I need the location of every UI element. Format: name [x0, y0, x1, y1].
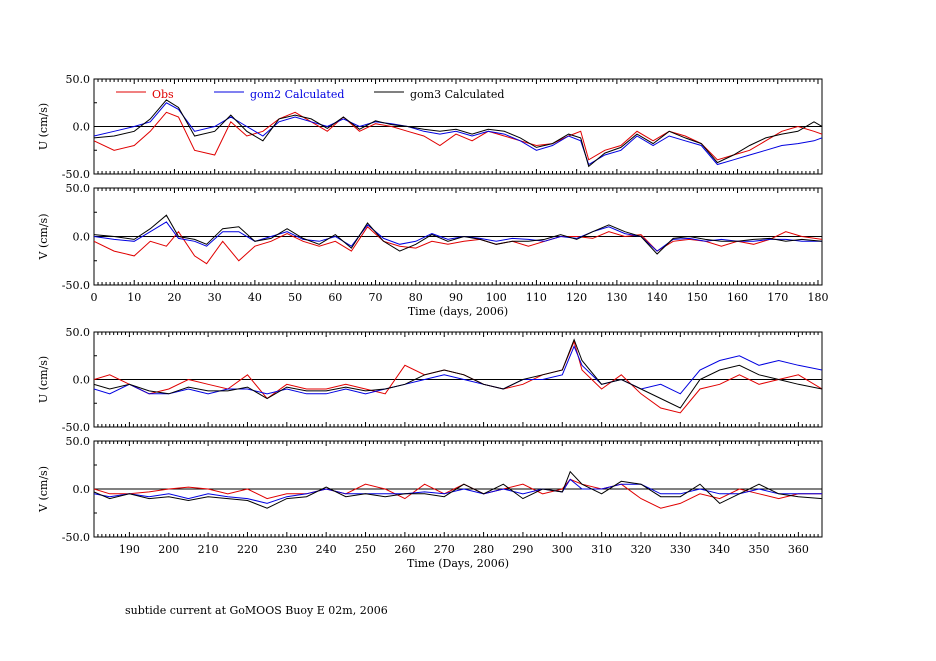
- x-tick-label: 50: [288, 291, 302, 304]
- x-tick-label: 170: [767, 291, 788, 304]
- series-line-gom3-calculated: [94, 99, 822, 168]
- x-tick-label: 130: [606, 291, 627, 304]
- x-tick-label: 120: [566, 291, 587, 304]
- x-tick-label: 240: [316, 543, 337, 556]
- x-axis-label: Time (days, 2006): [408, 305, 508, 318]
- y-tick-label: 50.0: [66, 73, 91, 86]
- y-tick-label: -50.0: [62, 279, 90, 292]
- x-axis-label: Time (Days, 2006): [407, 557, 509, 570]
- x-tick-label: 190: [119, 543, 140, 556]
- legend-label: Obs: [152, 88, 174, 101]
- x-tick-label: 280: [473, 543, 494, 556]
- x-tick-label: 10: [127, 291, 141, 304]
- y-tick-label: -50.0: [62, 531, 90, 544]
- x-tick-label: 360: [788, 543, 809, 556]
- x-tick-label: 230: [276, 543, 297, 556]
- legend-label: gom3 Calculated: [410, 88, 504, 101]
- x-tick-label: 160: [727, 291, 748, 304]
- x-tick-label: 210: [198, 543, 219, 556]
- y-tick-label: 0.0: [73, 121, 91, 134]
- legend-label: gom2 Calculated: [250, 88, 344, 101]
- x-tick-label: 150: [687, 291, 708, 304]
- x-tick-label: 0: [91, 291, 98, 304]
- x-tick-label: 30: [208, 291, 222, 304]
- x-tick-label: 270: [434, 543, 455, 556]
- figure-caption: subtide current at GoMOOS Buoy E 02m, 20…: [125, 604, 388, 617]
- series-line-obs: [94, 478, 822, 509]
- x-tick-label: 140: [647, 291, 668, 304]
- y-tick-label: 0.0: [73, 231, 91, 244]
- legend: Obs gom2 Calculated gom3 Calculated: [116, 88, 504, 101]
- series-line-gom2-calculated: [94, 221, 822, 252]
- x-tick-label: 250: [355, 543, 376, 556]
- chart-panel-1: 50.0 0.0 -50.0 U (cm/s): [37, 73, 823, 181]
- x-tick-label: 290: [512, 543, 533, 556]
- x-tick-label: 90: [449, 291, 463, 304]
- x-tick-label: 100: [486, 291, 507, 304]
- x-tick-label: 80: [409, 291, 423, 304]
- y-tick-label: 0.0: [73, 374, 91, 387]
- y-tick-label: 50.0: [66, 435, 91, 448]
- x-tick-label: 200: [158, 543, 179, 556]
- x-tick-label: 320: [630, 543, 651, 556]
- x-tick-label: 20: [167, 291, 181, 304]
- x-tick-label: 330: [670, 543, 691, 556]
- x-tick-label: 180: [807, 291, 828, 304]
- y-tick-label: 0.0: [73, 483, 91, 496]
- y-tick-label: 50.0: [66, 326, 91, 339]
- series-line-gom2-calculated: [94, 344, 822, 395]
- series-line-obs: [94, 339, 822, 414]
- y-axis-label: U (cm/s): [37, 103, 50, 150]
- y-axis-label: V (cm/s): [37, 214, 50, 261]
- chart-panel-3: 50.0 0.0 -50.0 U (cm/s): [37, 326, 823, 434]
- series-line-gom2-calculated: [94, 478, 822, 504]
- x-tick-label: 260: [394, 543, 415, 556]
- x-tick-label: 350: [749, 543, 770, 556]
- y-tick-label: -50.0: [62, 421, 90, 434]
- chart-panel-4: 50.0 0.0 -50.0 V (cm/s) 190 200 210 220 230 240 25…: [37, 435, 823, 570]
- x-tick-label: 220: [237, 543, 258, 556]
- x-tick-label: 310: [591, 543, 612, 556]
- x-tick-label: 70: [369, 291, 383, 304]
- x-tick-label: 60: [328, 291, 342, 304]
- chart-panel-2: 50.0 0.0 -50.0 V (cm/s) 0 10 20 30 40 50 60 70 80 90 1…: [37, 182, 828, 318]
- series-line-gom3-calculated: [94, 214, 822, 255]
- x-tick-label: 110: [526, 291, 547, 304]
- y-tick-label: -50.0: [62, 168, 90, 181]
- x-tick-label: 340: [709, 543, 730, 556]
- y-axis-label: V (cm/s): [37, 466, 50, 513]
- series-line-obs: [94, 111, 822, 161]
- y-axis-label: U (cm/s): [37, 356, 50, 403]
- series-line-gom3-calculated: [94, 338, 822, 409]
- x-tick-label: 300: [552, 543, 573, 556]
- y-tick-label: 50.0: [66, 182, 91, 195]
- x-tick-label: 40: [248, 291, 262, 304]
- series-line-gom3-calculated: [94, 470, 822, 509]
